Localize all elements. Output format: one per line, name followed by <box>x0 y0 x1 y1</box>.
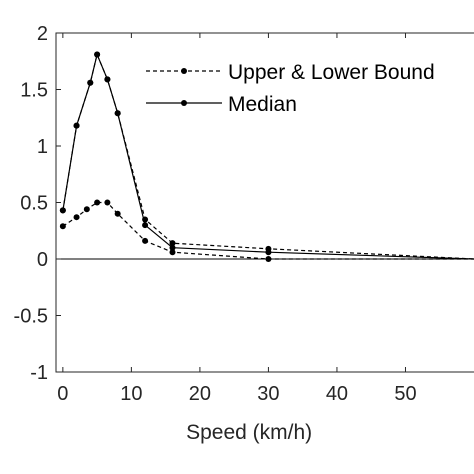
data-point <box>104 199 111 206</box>
data-point <box>169 249 176 256</box>
data-point <box>59 207 66 214</box>
legend-marker-upper-lower-bound <box>181 68 187 74</box>
x-tick-label: 20 <box>189 383 211 405</box>
x-axis: 0 10 20 30 40 50 <box>57 33 417 405</box>
x-tick-label: 10 <box>120 383 142 405</box>
data-point <box>265 249 272 256</box>
legend-label-upper-lower-bound: Upper & Lower Bound <box>228 61 435 84</box>
data-point <box>94 199 101 206</box>
data-point <box>87 79 94 86</box>
data-point <box>114 110 121 117</box>
series-line-bound-1 <box>62 201 474 260</box>
data-point <box>83 206 90 213</box>
x-tick-label: 0 <box>57 383 68 405</box>
x-tick-label: 40 <box>326 383 348 405</box>
data-point <box>169 244 176 251</box>
y-tick-label: 1.5 <box>20 80 48 102</box>
y-axis: -1 -0.5 0 0.5 1 1.5 2 <box>14 23 61 384</box>
series-line-bound-0 <box>62 52 474 260</box>
data-point <box>142 237 149 244</box>
data-point <box>94 51 101 58</box>
plot-area <box>55 32 474 373</box>
x-tick-label: 30 <box>257 383 279 405</box>
data-point <box>114 210 121 217</box>
y-tick-label: 2 <box>37 23 48 45</box>
data-point <box>265 256 272 262</box>
x-tick-label: 50 <box>394 383 416 405</box>
data-point <box>142 222 149 229</box>
y-tick-label: -0.5 <box>14 306 48 328</box>
data-point <box>59 223 66 230</box>
data-point <box>104 76 111 83</box>
legend: Upper & Lower Bound Median <box>146 61 435 116</box>
y-tick-label: 0.5 <box>20 193 48 215</box>
legend-marker-median <box>181 100 187 106</box>
data-point <box>169 240 176 247</box>
data-point <box>73 214 80 221</box>
x-axis-label: Speed (km/h) <box>186 421 312 444</box>
series-layer <box>59 51 474 262</box>
data-point <box>73 122 80 129</box>
y-tick-label: -1 <box>30 362 48 384</box>
y-tick-label: 1 <box>37 136 48 158</box>
series-line-median <box>62 52 474 260</box>
y-tick-label: 0 <box>37 249 48 271</box>
legend-label-median: Median <box>228 93 297 116</box>
